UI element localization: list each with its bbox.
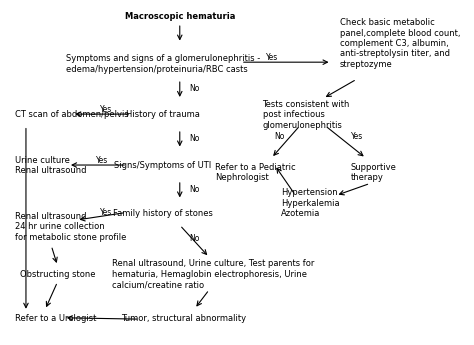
Text: Obstructing stone: Obstructing stone xyxy=(20,270,95,279)
Text: No: No xyxy=(274,132,285,141)
Text: Yes: Yes xyxy=(100,208,112,217)
Text: Yes: Yes xyxy=(96,156,108,165)
Text: Family history of stones: Family history of stones xyxy=(113,209,213,218)
Text: No: No xyxy=(189,84,200,93)
Text: Refer to a Pediatric
Nephrologist: Refer to a Pediatric Nephrologist xyxy=(215,163,296,182)
Text: Signs/Symptoms of UTI: Signs/Symptoms of UTI xyxy=(114,161,211,170)
Text: No: No xyxy=(189,185,200,194)
Text: Macroscopic hematuria: Macroscopic hematuria xyxy=(125,12,235,21)
Text: CT scan of abdomen/pelvis: CT scan of abdomen/pelvis xyxy=(16,110,129,119)
Text: Urine culture
Renal ultrasound: Urine culture Renal ultrasound xyxy=(16,156,87,175)
Text: Symptoms and signs of a glomerulonephritis -
edema/hypertension/proteinuria/RBC : Symptoms and signs of a glomerulonephrit… xyxy=(66,54,260,73)
Text: Yes: Yes xyxy=(266,53,279,62)
Text: Yes: Yes xyxy=(351,132,363,141)
Text: Tumor, structural abnormality: Tumor, structural abnormality xyxy=(121,314,246,323)
Text: Renal ultrasound
24 hr urine collection
for metabolic stone profile: Renal ultrasound 24 hr urine collection … xyxy=(16,212,127,242)
Text: Yes: Yes xyxy=(100,105,112,114)
Text: Refer to a Urologist: Refer to a Urologist xyxy=(16,314,97,323)
Text: Tests consistent with
post infectious
glomerulonephritis: Tests consistent with post infectious gl… xyxy=(263,100,350,130)
Text: No: No xyxy=(189,234,200,243)
Text: No: No xyxy=(189,134,200,143)
Text: History of trauma: History of trauma xyxy=(126,110,200,119)
Text: Check basic metabolic
panel,complete blood count,
complement C3, albumin,
anti-s: Check basic metabolic panel,complete blo… xyxy=(340,18,460,69)
Text: Supportive
therapy: Supportive therapy xyxy=(351,163,397,182)
Text: Hypertension
Hyperkalemia
Azotemia: Hypertension Hyperkalemia Azotemia xyxy=(281,188,340,218)
Text: Renal ultrasound, Urine culture, Test parents for
hematuria, Hemaglobin electrop: Renal ultrasound, Urine culture, Test pa… xyxy=(112,259,315,289)
